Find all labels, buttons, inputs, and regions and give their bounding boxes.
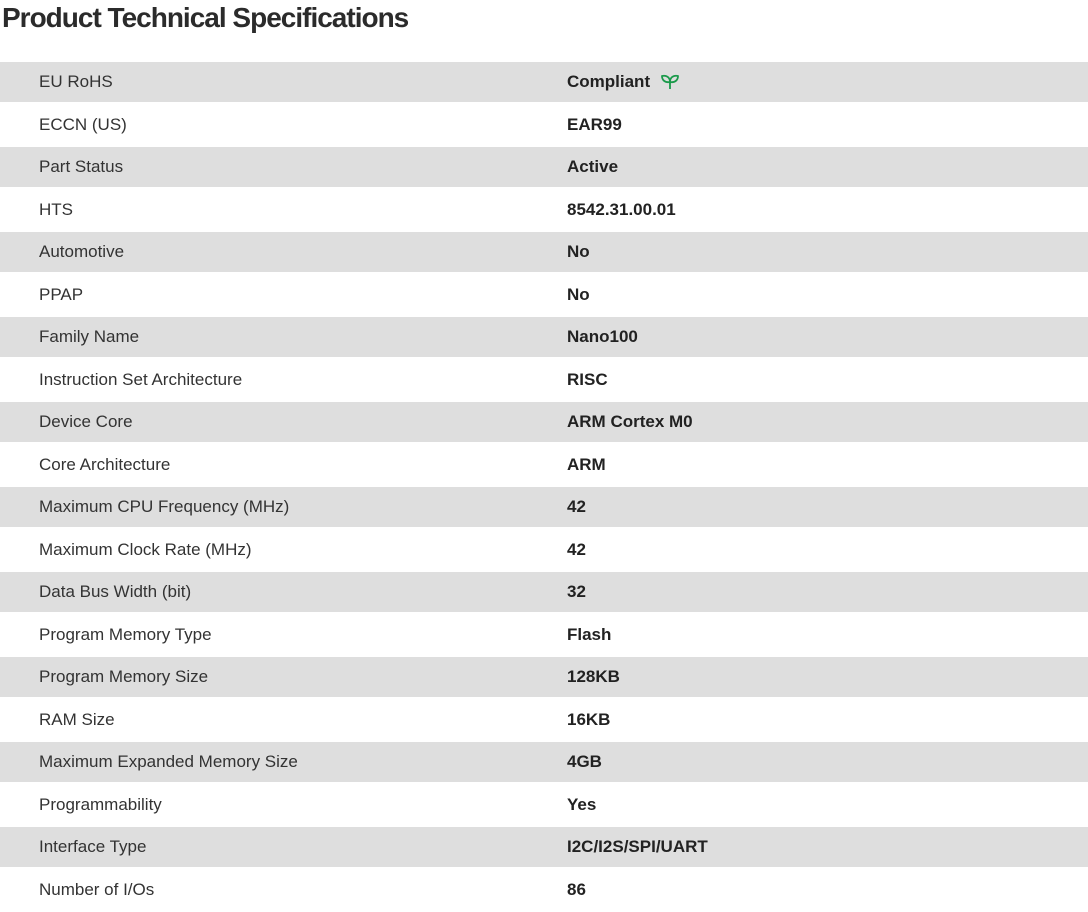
- spec-label: Family Name: [39, 327, 140, 346]
- spec-value: ARM Cortex M0: [567, 412, 693, 432]
- spec-label: Core Architecture: [39, 454, 171, 474]
- spec-value-text: Active: [567, 157, 619, 176]
- spec-value-text: Yes: [567, 794, 597, 814]
- spec-label: Maximum CPU Frequency (MHz): [39, 497, 290, 516]
- spec-label: Instruction Set Architecture: [39, 369, 243, 389]
- page-title: Product Technical Specifications: [2, 2, 409, 33]
- spec-row: Family Name Nano100: [0, 317, 1088, 357]
- spec-value: No: [567, 242, 590, 262]
- spec-row: Maximum Clock Rate (MHz) 42: [0, 527, 1088, 572]
- spec-value: ARM: [567, 455, 606, 475]
- spec-value: No: [567, 285, 590, 305]
- spec-row: Data Bus Width (bit) 32: [0, 572, 1088, 612]
- spec-label: EU RoHS: [39, 72, 113, 91]
- spec-label: Interface Type: [39, 837, 147, 856]
- spec-value: Active: [567, 157, 618, 177]
- spec-value-text: 8542.31.00.01: [567, 199, 676, 219]
- spec-value-text: Flash: [567, 624, 612, 644]
- spec-row: HTS 8542.31.00.01: [0, 187, 1088, 232]
- spec-value: 16KB: [567, 710, 610, 730]
- spec-label: Programmability: [39, 794, 162, 814]
- spec-value: 128KB: [567, 667, 620, 687]
- spec-value: EAR99: [567, 115, 622, 135]
- spec-table: EU RoHS Compliant ECCN (US) EAR99 Part Statu…: [0, 62, 1088, 912]
- spec-label: Part Status: [39, 157, 124, 176]
- spec-value-text: 16KB: [567, 709, 611, 729]
- spec-label: Device Core: [39, 412, 133, 431]
- spec-value: 32: [567, 582, 586, 602]
- spec-row: Number of I/Os 86: [0, 867, 1088, 912]
- spec-value: 42: [567, 540, 586, 560]
- spec-row: ECCN (US) EAR99: [0, 102, 1088, 147]
- spec-value: RISC: [567, 370, 608, 390]
- spec-label: Number of I/Os: [39, 879, 155, 899]
- spec-value-text: 42: [567, 539, 586, 559]
- spec-label: PPAP: [39, 284, 84, 304]
- spec-value-text: I2C/I2S/SPI/UART: [567, 837, 708, 856]
- spec-value-text: RISC: [567, 369, 608, 389]
- spec-row: Device Core ARM Cortex M0: [0, 402, 1088, 442]
- spec-row: EU RoHS Compliant: [0, 62, 1088, 102]
- spec-row: Core Architecture ARM: [0, 442, 1088, 487]
- spec-row: Interface Type I2C/I2S/SPI/UART: [0, 827, 1088, 867]
- spec-label: HTS: [39, 199, 73, 219]
- spec-row: Instruction Set Architecture RISC: [0, 357, 1088, 402]
- spec-row: RAM Size 16KB: [0, 697, 1088, 742]
- spec-value-text: No: [567, 284, 590, 304]
- spec-value: Compliant: [567, 72, 680, 92]
- spec-value: 42: [567, 497, 586, 517]
- spec-row: Program Memory Type Flash: [0, 612, 1088, 657]
- spec-value: Flash: [567, 625, 611, 645]
- spec-label: Automotive: [39, 242, 125, 261]
- spec-value: 4GB: [567, 752, 602, 772]
- spec-value-text: 128KB: [567, 667, 620, 686]
- spec-label: ECCN (US): [39, 114, 127, 134]
- spec-value: 8542.31.00.01: [567, 200, 676, 220]
- spec-value-text: No: [567, 242, 590, 261]
- spec-value: Yes: [567, 795, 596, 815]
- spec-value-text: ARM: [567, 454, 606, 474]
- spec-label: Maximum Expanded Memory Size: [39, 752, 298, 771]
- spec-label: RAM Size: [39, 709, 115, 729]
- spec-value-text: Compliant: [567, 72, 651, 91]
- spec-label: Maximum Clock Rate (MHz): [39, 539, 252, 559]
- spec-value-text: ARM Cortex M0: [567, 412, 693, 431]
- leaf-icon: [660, 73, 680, 91]
- spec-value-text: EAR99: [567, 114, 622, 134]
- spec-value-text: 4GB: [567, 752, 602, 771]
- spec-label: Program Memory Type: [39, 624, 212, 644]
- spec-value: 86: [567, 880, 586, 900]
- spec-value-text: 32: [567, 582, 586, 601]
- spec-row: Automotive No: [0, 232, 1088, 272]
- spec-row: Programmability Yes: [0, 782, 1088, 827]
- spec-value: Nano100: [567, 327, 638, 347]
- spec-label: Data Bus Width (bit): [39, 582, 192, 601]
- spec-row: Maximum CPU Frequency (MHz) 42: [0, 487, 1088, 527]
- spec-value-text: Nano100: [567, 327, 638, 346]
- spec-row: PPAP No: [0, 272, 1088, 317]
- spec-row: Program Memory Size 128KB: [0, 657, 1088, 697]
- spec-label: Program Memory Size: [39, 667, 209, 686]
- spec-row: Maximum Expanded Memory Size 4GB: [0, 742, 1088, 782]
- spec-row: Part Status Active: [0, 147, 1088, 187]
- spec-value-text: 42: [567, 497, 586, 516]
- spec-value: I2C/I2S/SPI/UART: [567, 837, 708, 857]
- spec-value-text: 86: [567, 879, 586, 899]
